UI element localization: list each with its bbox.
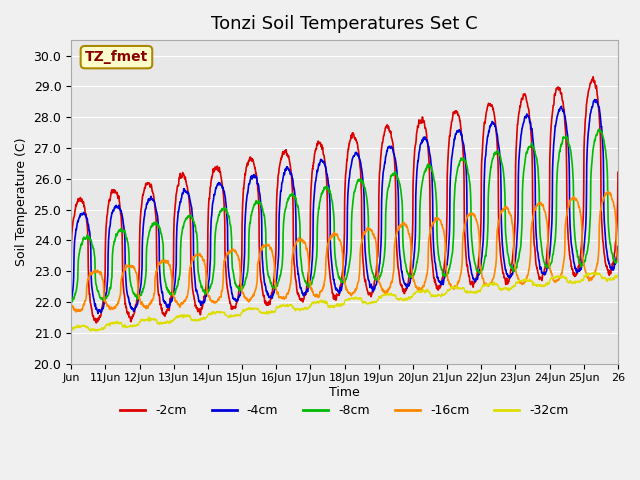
-32cm bbox=[127, 324, 135, 330]
-2cm bbox=[67, 258, 75, 264]
Y-axis label: Soil Temperature (C): Soil Temperature (C) bbox=[15, 138, 28, 266]
-8cm bbox=[531, 147, 538, 153]
X-axis label: Time: Time bbox=[329, 386, 360, 399]
-32cm bbox=[593, 269, 600, 275]
-16cm bbox=[604, 189, 612, 195]
-16cm bbox=[67, 301, 75, 307]
Line: -4cm: -4cm bbox=[71, 99, 618, 313]
-2cm bbox=[143, 182, 150, 188]
-32cm bbox=[92, 328, 100, 334]
-8cm bbox=[316, 200, 323, 205]
-4cm bbox=[316, 162, 323, 168]
-16cm bbox=[316, 292, 323, 298]
-16cm bbox=[614, 258, 622, 264]
-32cm bbox=[109, 319, 117, 325]
-2cm bbox=[109, 187, 117, 192]
-8cm bbox=[83, 234, 90, 240]
-8cm bbox=[68, 300, 76, 305]
Legend: -2cm, -4cm, -8cm, -16cm, -32cm: -2cm, -4cm, -8cm, -16cm, -32cm bbox=[115, 399, 573, 422]
-2cm bbox=[92, 320, 100, 325]
Line: -2cm: -2cm bbox=[71, 77, 618, 323]
-4cm bbox=[67, 300, 75, 306]
-2cm bbox=[127, 317, 135, 323]
-4cm bbox=[83, 215, 90, 220]
-2cm bbox=[316, 141, 323, 146]
-16cm bbox=[109, 305, 117, 311]
-8cm bbox=[143, 246, 150, 252]
-16cm bbox=[72, 309, 79, 315]
-4cm bbox=[109, 208, 117, 214]
-2cm bbox=[614, 169, 622, 175]
-32cm bbox=[83, 324, 90, 329]
-2cm bbox=[589, 74, 597, 80]
-4cm bbox=[143, 201, 150, 207]
Line: -16cm: -16cm bbox=[71, 192, 618, 312]
-4cm bbox=[591, 96, 598, 102]
-2cm bbox=[531, 244, 538, 250]
Line: -32cm: -32cm bbox=[71, 272, 618, 331]
-32cm bbox=[531, 281, 538, 287]
-32cm bbox=[614, 272, 622, 278]
-16cm bbox=[127, 263, 135, 269]
-16cm bbox=[531, 207, 538, 213]
-8cm bbox=[127, 284, 135, 289]
-32cm bbox=[67, 328, 75, 334]
-8cm bbox=[109, 242, 117, 248]
-32cm bbox=[143, 317, 150, 323]
-4cm bbox=[94, 311, 102, 316]
Title: Tonzi Soil Temperatures Set C: Tonzi Soil Temperatures Set C bbox=[211, 15, 478, 33]
-8cm bbox=[67, 298, 75, 304]
-8cm bbox=[614, 258, 622, 264]
-4cm bbox=[614, 244, 622, 250]
-4cm bbox=[531, 156, 538, 162]
Line: -8cm: -8cm bbox=[71, 129, 618, 302]
-16cm bbox=[143, 303, 150, 309]
Text: TZ_fmet: TZ_fmet bbox=[85, 50, 148, 64]
-16cm bbox=[83, 292, 90, 298]
-2cm bbox=[83, 213, 90, 218]
-8cm bbox=[595, 126, 603, 132]
-4cm bbox=[127, 306, 135, 312]
-32cm bbox=[316, 299, 323, 304]
